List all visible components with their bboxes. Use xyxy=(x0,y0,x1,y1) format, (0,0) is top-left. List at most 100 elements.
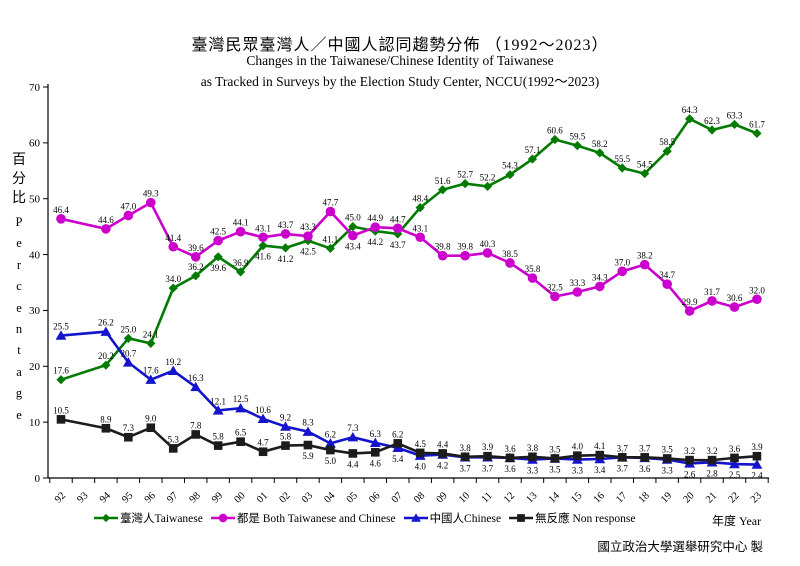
svg-text:17.6: 17.6 xyxy=(53,366,69,376)
svg-text:2.5: 2.5 xyxy=(729,470,741,480)
svg-text:15: 15 xyxy=(569,490,584,505)
svg-text:58.5: 58.5 xyxy=(659,137,675,147)
legend-label-taiwanese: 臺灣人Taiwanese xyxy=(120,513,203,525)
svg-text:5.8: 5.8 xyxy=(213,432,225,442)
svg-text:33.3: 33.3 xyxy=(569,278,585,288)
svg-text:52.2: 52.2 xyxy=(480,172,496,182)
svg-text:7.3: 7.3 xyxy=(347,423,359,433)
svg-text:37.0: 37.0 xyxy=(614,257,630,267)
svg-text:42.5: 42.5 xyxy=(300,247,316,257)
svg-text:23: 23 xyxy=(749,490,764,505)
svg-text:41.6: 41.6 xyxy=(255,252,271,262)
source-credit: 國立政治大學選舉研究中心 製 xyxy=(597,540,763,554)
chart-subtitle-en-2: as Tracked in Surveys by the Election St… xyxy=(200,74,600,89)
svg-text:5.4: 5.4 xyxy=(392,454,404,464)
svg-text:07: 07 xyxy=(390,490,405,505)
svg-text:43.7: 43.7 xyxy=(390,240,406,250)
svg-text:20: 20 xyxy=(682,490,697,505)
svg-text:4.1: 4.1 xyxy=(594,441,605,451)
svg-text:00: 00 xyxy=(233,490,248,505)
svg-text:16.3: 16.3 xyxy=(188,373,204,383)
svg-text:62.3: 62.3 xyxy=(704,116,720,126)
svg-text:9.2: 9.2 xyxy=(280,413,291,423)
svg-text:31.7: 31.7 xyxy=(704,287,720,297)
svg-text:48.4: 48.4 xyxy=(412,194,428,204)
y-axis-title-en: P e r c e n t a g e xyxy=(15,215,23,422)
svg-text:25.5: 25.5 xyxy=(53,322,69,332)
svg-text:5.9: 5.9 xyxy=(302,451,314,461)
svg-text:2.6: 2.6 xyxy=(684,469,696,479)
svg-text:26.2: 26.2 xyxy=(98,318,114,328)
svg-text:3.6: 3.6 xyxy=(504,444,516,454)
svg-text:30.6: 30.6 xyxy=(727,293,743,303)
svg-text:54.5: 54.5 xyxy=(637,160,653,170)
svg-text:54.3: 54.3 xyxy=(502,161,518,171)
svg-text:4.0: 4.0 xyxy=(572,442,584,452)
svg-text:38.2: 38.2 xyxy=(637,251,653,261)
svg-text:40.3: 40.3 xyxy=(480,239,496,249)
svg-text:70: 70 xyxy=(29,82,41,94)
svg-text:44.9: 44.9 xyxy=(367,213,383,223)
svg-text:34.3: 34.3 xyxy=(592,272,608,282)
svg-text:7.8: 7.8 xyxy=(190,420,202,430)
svg-text:3.3: 3.3 xyxy=(527,466,539,476)
svg-text:14: 14 xyxy=(547,490,563,506)
svg-text:4.4: 4.4 xyxy=(347,459,359,469)
svg-text:16: 16 xyxy=(592,490,607,505)
svg-text:4.7: 4.7 xyxy=(257,438,269,448)
svg-text:3.8: 3.8 xyxy=(459,443,471,453)
svg-text:17.6: 17.6 xyxy=(143,366,159,376)
svg-text:44.1: 44.1 xyxy=(233,218,249,228)
svg-text:03: 03 xyxy=(300,490,315,505)
svg-text:43.4: 43.4 xyxy=(345,242,361,252)
svg-text:42.5: 42.5 xyxy=(210,227,226,237)
non-response-marker-icon xyxy=(509,514,534,522)
svg-text:10: 10 xyxy=(457,490,472,505)
svg-text:4.2: 4.2 xyxy=(437,461,448,471)
svg-text:20: 20 xyxy=(29,361,41,373)
legend-item-taiwanese: 臺灣人Taiwanese xyxy=(94,510,203,526)
both-marker-icon xyxy=(210,513,235,523)
svg-text:10: 10 xyxy=(29,417,41,429)
svg-text:20.2: 20.2 xyxy=(98,351,114,361)
svg-text:41.4: 41.4 xyxy=(165,233,181,243)
svg-text:3.7: 3.7 xyxy=(639,443,651,453)
svg-text:55.5: 55.5 xyxy=(614,154,630,164)
svg-text:22: 22 xyxy=(726,490,741,505)
svg-text:64.3: 64.3 xyxy=(682,105,698,115)
svg-text:2.4: 2.4 xyxy=(751,471,763,481)
svg-text:63.3: 63.3 xyxy=(727,110,743,120)
svg-text:05: 05 xyxy=(345,490,360,505)
svg-text:92: 92 xyxy=(53,490,68,505)
svg-text:5.0: 5.0 xyxy=(325,456,337,466)
chart-title-zh: 臺灣民眾臺灣人／中國人認同趨勢分佈 （1992～2023） xyxy=(191,37,609,54)
legend-item-non-response: 無反應 Non response xyxy=(509,510,635,526)
svg-text:32.0: 32.0 xyxy=(749,285,765,295)
svg-text:3.3: 3.3 xyxy=(572,466,584,476)
svg-text:4.6: 4.6 xyxy=(370,458,382,468)
svg-text:43.1: 43.1 xyxy=(412,223,428,233)
svg-text:4.4: 4.4 xyxy=(437,439,449,449)
svg-text:04: 04 xyxy=(322,490,338,506)
svg-text:3.9: 3.9 xyxy=(751,442,763,452)
svg-text:10.6: 10.6 xyxy=(255,405,271,415)
svg-text:3.9: 3.9 xyxy=(482,442,494,452)
svg-text:51.6: 51.6 xyxy=(435,176,451,186)
svg-text:5.3: 5.3 xyxy=(168,434,180,444)
svg-text:40: 40 xyxy=(29,249,41,261)
svg-text:09: 09 xyxy=(435,490,450,505)
svg-text:3.7: 3.7 xyxy=(617,443,629,453)
svg-text:0: 0 xyxy=(35,473,41,485)
svg-text:25.0: 25.0 xyxy=(120,324,136,334)
svg-text:3.7: 3.7 xyxy=(459,463,471,473)
svg-text:99: 99 xyxy=(210,490,225,505)
svg-text:96: 96 xyxy=(143,490,158,505)
chart-legend: 臺灣人Taiwanese 都是 Both Taiwanese and Chines… xyxy=(94,510,635,526)
svg-text:57.1: 57.1 xyxy=(525,145,541,155)
svg-text:10.5: 10.5 xyxy=(53,405,69,415)
svg-text:45.0: 45.0 xyxy=(345,213,361,223)
svg-text:5.8: 5.8 xyxy=(280,432,292,442)
svg-text:3.5: 3.5 xyxy=(549,464,561,474)
